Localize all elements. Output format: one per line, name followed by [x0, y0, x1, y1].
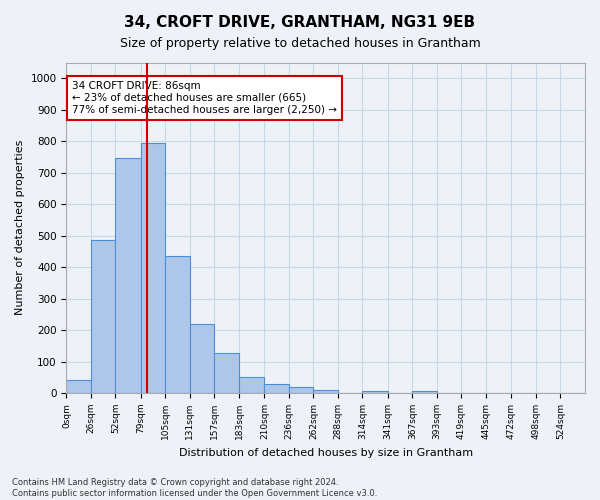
Bar [289, 388, 313, 393]
Y-axis label: Number of detached properties: Number of detached properties [15, 140, 25, 316]
Bar [115, 158, 141, 393]
Text: Size of property relative to detached houses in Grantham: Size of property relative to detached ho… [119, 38, 481, 51]
Bar [265, 384, 289, 393]
Text: 34, CROFT DRIVE, GRANTHAM, NG31 9EB: 34, CROFT DRIVE, GRANTHAM, NG31 9EB [124, 15, 476, 30]
Text: 34 CROFT DRIVE: 86sqm
← 23% of detached houses are smaller (665)
77% of semi-det: 34 CROFT DRIVE: 86sqm ← 23% of detached … [72, 82, 337, 114]
Bar [190, 324, 214, 393]
Bar [141, 144, 166, 393]
Bar [362, 390, 388, 393]
Bar [214, 353, 239, 393]
Bar [313, 390, 338, 393]
Bar [67, 380, 91, 393]
Bar [239, 378, 265, 393]
X-axis label: Distribution of detached houses by size in Grantham: Distribution of detached houses by size … [179, 448, 473, 458]
Bar [91, 240, 115, 393]
Bar [412, 390, 437, 393]
Text: Contains HM Land Registry data © Crown copyright and database right 2024.
Contai: Contains HM Land Registry data © Crown c… [12, 478, 377, 498]
Bar [166, 256, 190, 393]
